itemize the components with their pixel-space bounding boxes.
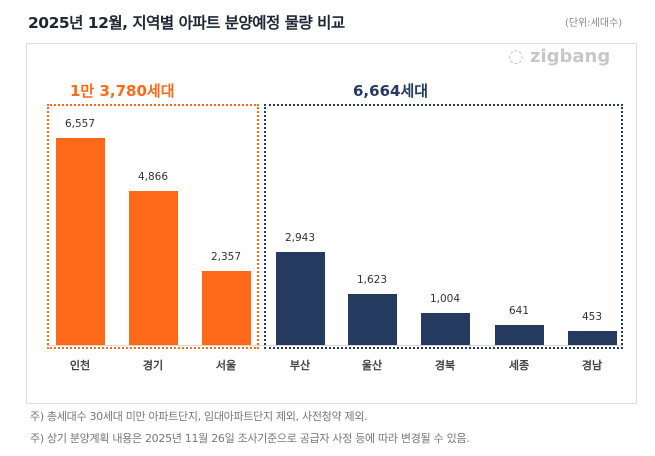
unit-label: (단위:세대수): [565, 18, 623, 29]
category-label: 울산: [361, 359, 383, 372]
group-box-capital: [47, 104, 259, 349]
group-box-regions: [264, 104, 623, 349]
category-label: 경남: [581, 359, 603, 372]
category-label: 서울: [215, 359, 237, 372]
x-axis-line: [47, 345, 623, 346]
bar-세종: [494, 324, 544, 345]
bar-경남: [567, 330, 617, 345]
footnote-2: 주) 상기 분양계획 내용은 2025년 11월 26일 조사기준으로 공급자 …: [30, 432, 470, 445]
bar-울산: [347, 293, 397, 345]
category-label: 세종: [508, 359, 530, 372]
bar-서울: [201, 270, 251, 345]
logo-icon: ◌: [508, 46, 530, 67]
bar-경기: [128, 191, 178, 345]
category-label: 경북: [434, 359, 456, 372]
bar-경북: [420, 313, 470, 345]
bar-부산: [275, 252, 325, 345]
group-total-capital: 1만 3,780세대: [70, 82, 175, 100]
value-label: 641: [508, 304, 530, 317]
value-label: 6,557: [64, 118, 96, 130]
footnote-1: 주) 총세대수 30세대 미만 아파트단지, 임대아파트단지 제외, 사전청약 …: [30, 410, 368, 423]
chart-panel: [26, 43, 637, 404]
value-label: 4,866: [137, 171, 169, 184]
value-label: 1,623: [356, 273, 388, 286]
group-total-regions: 6,664세대: [353, 82, 429, 100]
category-label: 부산: [289, 359, 311, 372]
category-label: 경기: [142, 359, 164, 372]
bar-인천: [55, 138, 105, 345]
chart-title: 2025년 12월, 지역별 아파트 분양예정 물량 비교: [28, 14, 345, 32]
category-label: 인천: [69, 359, 91, 372]
zigbang-logo: ◌ zigbang: [508, 46, 610, 67]
value-label: 453: [581, 310, 603, 323]
value-label: 2,357: [210, 250, 242, 263]
logo-text: zigbang: [529, 46, 611, 67]
value-label: 2,943: [284, 232, 316, 245]
value-label: 1,004: [429, 293, 461, 306]
